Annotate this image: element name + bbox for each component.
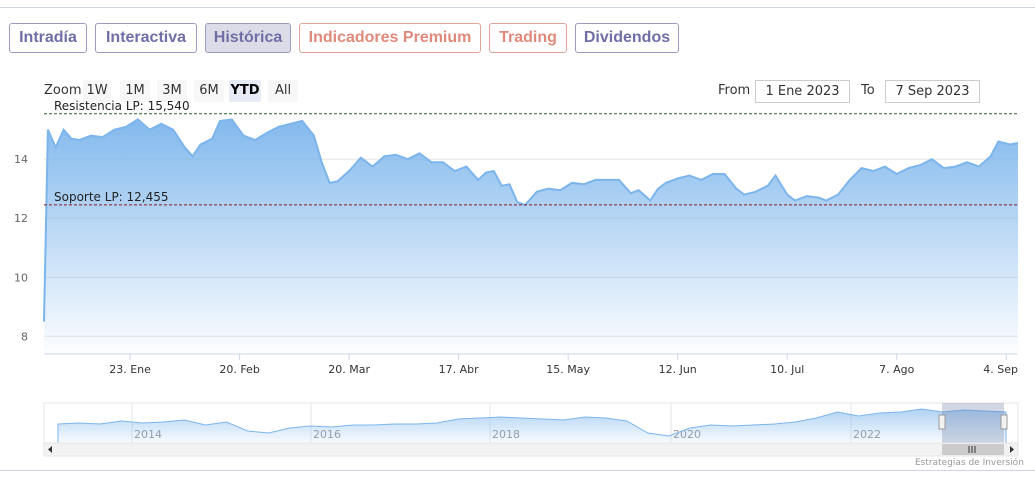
x-tick-label: 20. Mar — [328, 363, 370, 376]
navigator-selection[interactable] — [942, 403, 1004, 443]
zoom-label: Zoom — [44, 83, 82, 98]
tab-historica[interactable]: Histórica — [205, 23, 291, 53]
navigator-scrollbar-thumb[interactable] — [942, 444, 1004, 455]
zoom-1w-button[interactable]: 1W — [83, 80, 111, 102]
navigator-handle-right[interactable] — [1000, 414, 1008, 430]
zoom-1m-button[interactable]: 1M — [120, 80, 150, 102]
x-tick-label: 20. Feb — [219, 363, 259, 376]
resistance-label: Resistencia LP: 15,540 — [54, 99, 190, 113]
from-label: From — [718, 83, 751, 98]
chart-credit: Estrategias de Inversión — [915, 458, 1024, 468]
y-tick-label: 14 — [14, 153, 28, 166]
tab-intradia[interactable]: Intradía — [9, 23, 87, 53]
price-line — [43, 118, 1019, 322]
top-divider — [0, 7, 1035, 8]
y-axis: 8 10 12 14 — [14, 153, 28, 343]
tab-trading[interactable]: Trading — [489, 23, 567, 53]
y-tick-label: 10 — [14, 271, 28, 284]
from-date-input[interactable]: 1 Ene 2023 — [755, 80, 850, 103]
x-tick-label: 23. Ene — [109, 363, 151, 376]
zoom-6m-button[interactable]: 6M — [194, 80, 224, 102]
navigator-scrollbar[interactable] — [43, 442, 1019, 457]
x-axis: 23. Ene 20. Feb 20. Mar 17. Abr 15. May 12. J… — [109, 354, 1018, 376]
zoom-3m-button[interactable]: 3M — [157, 80, 187, 102]
y-tick-label: 12 — [14, 212, 28, 225]
y-tick-label: 8 — [21, 330, 28, 343]
scroll-right-icon[interactable] — [1010, 446, 1014, 453]
tab-dividendos[interactable]: Dividendos — [575, 23, 679, 53]
x-tick-label: 12. Jun — [659, 363, 697, 376]
navigator-series — [57, 408, 1007, 444]
bottom-divider — [0, 470, 1035, 471]
navigator-handle-left[interactable] — [938, 414, 946, 430]
x-tick-label: 7. Ago — [879, 363, 914, 376]
x-tick-label: 4. Sep — [983, 363, 1018, 376]
support-label: Soporte LP: 12,455 — [54, 190, 169, 204]
scrollbar-grip-icon[interactable] — [968, 446, 976, 453]
zoom-all-button[interactable]: All — [268, 80, 298, 102]
to-label: To — [861, 83, 875, 98]
to-date-input[interactable]: 7 Sep 2023 — [885, 80, 980, 103]
scroll-left-icon[interactable] — [48, 446, 52, 453]
tab-interactiva[interactable]: Interactiva — [95, 23, 197, 53]
x-tick-label: 10. Jul — [770, 363, 804, 376]
tab-indicadores-premium[interactable]: Indicadores Premium — [299, 23, 481, 53]
x-tick-label: 15. May — [546, 363, 590, 376]
x-tick-label: 17. Abr — [439, 363, 479, 376]
zoom-ytd-button[interactable]: YTD — [229, 80, 261, 102]
reference-lines: Resistencia LP: 15,540 Soporte LP: 12,455 — [44, 99, 1018, 206]
navigator[interactable]: 20142016201820202022 — [43, 402, 1019, 457]
